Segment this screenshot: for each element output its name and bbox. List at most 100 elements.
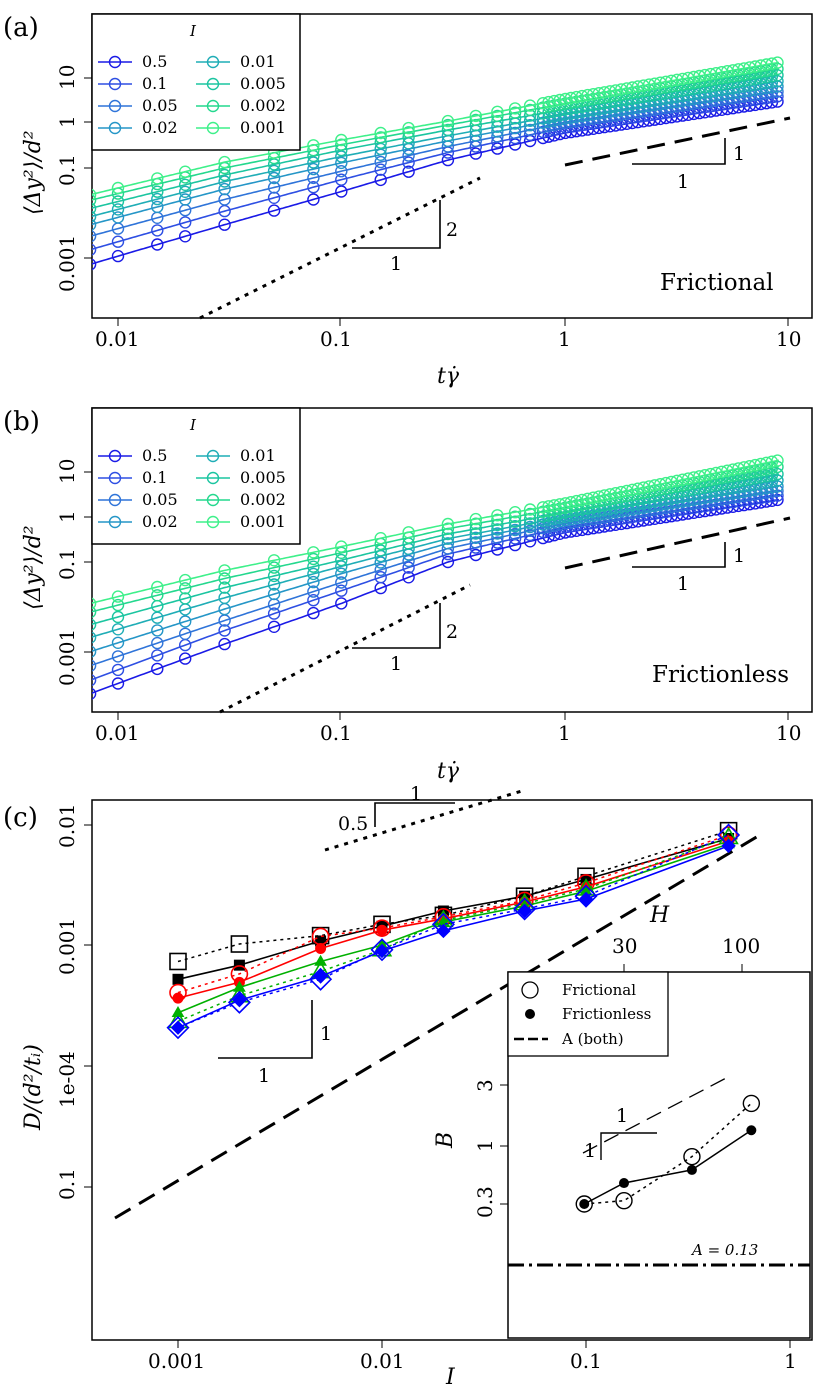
data-point-0.001 (92, 597, 97, 610)
data-point-0.5 (267, 620, 281, 633)
slope-rise-short-a: 2 (446, 219, 458, 241)
data-point-0.5 (402, 571, 415, 584)
legend-marker-0.002 (206, 99, 220, 113)
legend-label-0.5: 0.5 (142, 52, 167, 71)
legend-label-0.02: 0.02 (142, 118, 178, 137)
legend-marker-0.002 (206, 493, 220, 507)
data-point-0.01 (151, 192, 164, 206)
legend-marker-0.1 (108, 471, 122, 485)
legend-a: I 0.5 0.1 0.05 0.02 0.01 0.005 0.002 0.001 (91, 13, 301, 151)
data-point-0.001 (178, 165, 192, 178)
frictionless-point-circle (315, 943, 327, 955)
data-point-0.001 (267, 554, 281, 567)
series-group-b (92, 454, 784, 700)
data-point-0.05 (469, 536, 482, 549)
series-line-0.005 (92, 473, 780, 625)
data-point-0.01 (335, 150, 348, 163)
slope2-dotted-line-b (219, 583, 471, 714)
frictional-point-circle (373, 919, 391, 937)
slope-run-lower: 1 (258, 1065, 270, 1087)
data-point-0.1 (307, 594, 320, 607)
data-point-0.5 (402, 165, 415, 178)
legend-title-b: I (189, 416, 197, 434)
data-point-0.05 (491, 531, 504, 544)
legend-marker-0.02 (108, 515, 122, 529)
data-point-0.05 (307, 171, 320, 185)
data-point-0.02 (307, 162, 320, 176)
inset-y-tick-label: 3 (473, 1079, 497, 1092)
data-point-0.002 (307, 552, 320, 566)
data-point-0.5 (151, 662, 164, 676)
x-tick-label: 0.1 (320, 327, 352, 351)
data-point-0.5 (218, 637, 231, 651)
annotation-frictionless: Frictionless (652, 662, 789, 688)
data-point-0.1 (508, 532, 522, 545)
inset-y-ticks: 3 1 0.3 (473, 1079, 508, 1218)
data-point-0.02 (267, 171, 281, 185)
data-point-0.05 (402, 554, 415, 568)
panel-label-c: (c) (3, 803, 38, 833)
frictionless-point-diamond (517, 903, 532, 919)
x-tick-label: 10 (776, 721, 801, 745)
data-point-0.1 (335, 584, 348, 597)
y-tick-label: 0.01 (55, 803, 79, 848)
data-point-0.002 (374, 131, 387, 144)
legend-marker-0.01 (206, 55, 220, 69)
y-tick-label: 0.001 (55, 629, 79, 686)
legend-label-0.1: 0.1 (142, 468, 167, 487)
y-tick-label: 1e-04 (55, 1051, 79, 1108)
slope-rise-short-b: 2 (446, 621, 458, 643)
data-point-0.1 (374, 571, 387, 584)
data-point-0.02 (491, 527, 504, 540)
y-ticks-a: 0.001 0.1 1 10 (55, 65, 92, 292)
data-point-0.002 (441, 118, 455, 132)
inset-x-tick-label: 30 (612, 934, 637, 958)
data-point-0.5 (111, 677, 125, 690)
data-point-0.001 (374, 532, 387, 545)
data-point-0.05 (178, 627, 192, 640)
y-tick-label: 10 (55, 459, 79, 484)
legend-marker-0.005 (206, 471, 220, 485)
frictional-line-circle (177, 834, 729, 994)
inset-frictionless-point (619, 1178, 629, 1189)
data-point-0.001 (402, 121, 415, 135)
legend-marker-0.5 (108, 55, 122, 69)
y-tick-label: 0.001 (55, 235, 79, 292)
legend-title-a: I (189, 22, 197, 40)
data-point-0.01 (469, 527, 482, 540)
data-point-0.05 (92, 230, 97, 243)
legend-label-0.001: 0.001 (240, 512, 286, 531)
frictionless-point-diamond (374, 943, 390, 959)
x-tick-label: 10 (776, 327, 801, 351)
slope1-dashed-line-c (114, 830, 766, 1220)
series-clip-group (92, 56, 784, 271)
frictionless-point-circle (172, 992, 184, 1004)
slope-triangle-upper (374, 802, 455, 827)
data-point-0.02 (508, 523, 522, 537)
data-point-0.02 (523, 118, 537, 132)
frictionless-point-square (172, 973, 184, 985)
slope-triangle-short-b (352, 603, 441, 649)
data-point-0.05 (151, 636, 164, 650)
data-point-0.5 (178, 230, 192, 243)
data-point-0.001 (491, 509, 504, 522)
slope2-dotted-line-a (199, 176, 481, 320)
data-point-0.5 (92, 258, 97, 271)
y-axis-label-a: ⟨Δy²⟩/d² (21, 130, 46, 215)
frictionless-point-diamond (313, 969, 328, 984)
series-group-a (92, 56, 784, 271)
y-tick-label: 1 (55, 115, 79, 128)
x-ticks-b: 0.01 0.1 1 10 (95, 712, 801, 745)
data-point-0.02 (335, 156, 348, 170)
data-point-0.001 (765, 57, 779, 70)
frictionless-point-diamond (232, 992, 247, 1008)
data-point-0.002 (151, 589, 164, 602)
data-point-0.001 (307, 546, 320, 559)
legend-marker-0.005 (206, 77, 220, 91)
x-tick-label: 0.01 (95, 327, 140, 351)
data-point-0.5 (335, 597, 348, 610)
data-point-0.005 (218, 168, 231, 182)
data-point-0.001 (151, 172, 164, 185)
panel-a: (a) 1 2 1 1 I 0.5 0.1 0.05 0.02 0.01 0.005 0.0… (3, 13, 813, 389)
frictional-point-diamond (309, 967, 333, 991)
